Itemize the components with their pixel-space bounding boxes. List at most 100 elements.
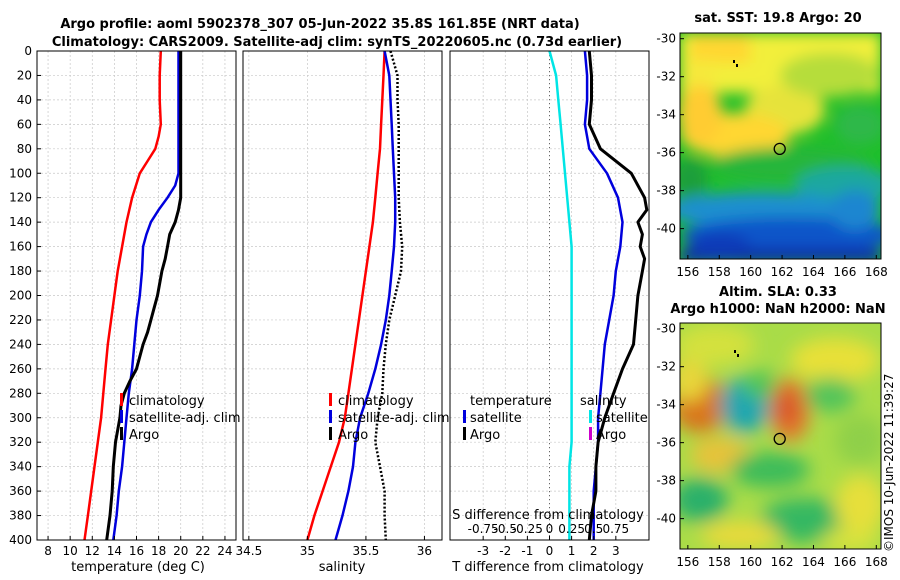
s-diff-tick-label: 0.5 bbox=[584, 522, 603, 536]
map-x-tick-label: 156 bbox=[676, 555, 699, 569]
x-tick-label: 34.5 bbox=[235, 544, 262, 558]
y-tick-label: 120 bbox=[9, 191, 32, 205]
y-tick-label: 20 bbox=[17, 68, 32, 82]
legend-swatch-s-argo bbox=[589, 427, 592, 440]
difference-legend-temperature: temperature satellite Argo bbox=[463, 394, 552, 443]
legend-swatch-argo bbox=[329, 427, 332, 440]
map-x-tick-label: 162 bbox=[771, 555, 794, 569]
legend-label-argo: Argo bbox=[338, 428, 368, 443]
sla-map: 156 158 160 162 164 166 168 -30 -32 -34 -36 -38 -40 bbox=[656, 322, 887, 569]
x-tick-label: 36 bbox=[417, 544, 432, 558]
y-tick-label: 140 bbox=[9, 215, 32, 229]
legend-label-satellite-adj: satellite-adj. clim bbox=[129, 411, 241, 426]
sla-map-title-line1: Altim. SLA: 0.33 bbox=[719, 285, 837, 300]
x-tick-label: -3 bbox=[477, 544, 489, 558]
legend-swatch-s-satellite bbox=[589, 410, 592, 423]
map-y-tick-label: -36 bbox=[656, 146, 676, 160]
map-y-tick-label: -32 bbox=[656, 360, 676, 374]
legend-label-s-satellite: satellite bbox=[596, 411, 648, 426]
map-y-tick-label: -40 bbox=[656, 512, 676, 526]
legend-label-argo: Argo bbox=[129, 428, 159, 443]
y-tick-label: 160 bbox=[9, 240, 32, 254]
figure-title-line2: Climatology: CARS2009. Satellite-adj cli… bbox=[52, 35, 622, 50]
legend-swatch-climatology bbox=[329, 393, 332, 406]
map-x-tick-label: 160 bbox=[739, 555, 762, 569]
map-x-tick-label: 168 bbox=[865, 555, 888, 569]
salinity-panel: 34.5 35 35.5 36 salinity climatology satell… bbox=[235, 50, 450, 575]
difference-lines bbox=[548, 50, 649, 541]
legend-swatch-climatology bbox=[120, 393, 123, 406]
x-tick-label: 2 bbox=[590, 544, 598, 558]
map-x-tick-label: 158 bbox=[708, 555, 731, 569]
x-tick-label: 12 bbox=[85, 544, 100, 558]
map-x-tick-label: 164 bbox=[802, 555, 825, 569]
imos-watermark: ©IMOS 10-Jun-2022 11:39:27 bbox=[882, 374, 896, 552]
sla-map-frame bbox=[679, 322, 882, 550]
y-tick-label: 360 bbox=[9, 484, 32, 498]
y-tick-label: 240 bbox=[9, 337, 32, 351]
y-tick-label: 320 bbox=[9, 435, 32, 449]
legend-header-temperature: temperature bbox=[470, 394, 552, 409]
sla-map-ticks: 156 158 160 162 164 166 168 -30 -32 -34 -36 -38 -40 bbox=[656, 322, 887, 569]
map-x-tick-label: 164 bbox=[802, 265, 825, 279]
salinity-ticks: 34.5 35 35.5 36 bbox=[235, 536, 432, 558]
y-tick-label: 340 bbox=[9, 460, 32, 474]
legend-swatch-t-satellite bbox=[463, 410, 466, 423]
salinity-xlabel: salinity bbox=[319, 560, 366, 575]
map-y-tick-label: -30 bbox=[656, 32, 676, 46]
x-tick-label: 16 bbox=[129, 544, 144, 558]
difference-xlabel: T difference from climatology bbox=[451, 560, 644, 575]
map-x-tick-label: 162 bbox=[771, 265, 794, 279]
legend-label-t-satellite: satellite bbox=[470, 411, 522, 426]
map-y-tick-label: -38 bbox=[656, 184, 676, 198]
difference-panel: -3 -2 -1 0 1 2 3 S difference from climatology… bbox=[449, 50, 650, 575]
s-diff-tick-label: -0.75 bbox=[468, 522, 499, 536]
sst-map-title: sat. SST: 19.8 Argo: 20 bbox=[694, 11, 861, 26]
legend-header-salinity: salinity bbox=[580, 394, 627, 409]
legend-swatch-satellite-adj bbox=[120, 410, 123, 423]
x-tick-label: 24 bbox=[217, 544, 232, 558]
map-y-tick-label: -34 bbox=[656, 398, 676, 412]
x-tick-label: 20 bbox=[173, 544, 188, 558]
series-line-satellite-adj-clim bbox=[112, 51, 180, 541]
series-line-climatology bbox=[83, 50, 163, 541]
y-tick-label: 400 bbox=[9, 533, 32, 547]
map-x-tick-label: 166 bbox=[833, 265, 856, 279]
x-tick-label: -2 bbox=[499, 544, 511, 558]
s-diff-tick-label: 0.25 bbox=[558, 522, 585, 536]
y-tick-label: 300 bbox=[9, 411, 32, 425]
sst-map-frame bbox=[679, 32, 882, 260]
legend-label-satellite-adj: satellite-adj. clim bbox=[338, 411, 450, 426]
y-tick-label: 260 bbox=[9, 362, 32, 376]
sst-map: 156 158 160 162 164 166 168 -30 -32 -34 -36 -38 -40 bbox=[656, 32, 887, 279]
map-y-tick-label: -38 bbox=[656, 474, 676, 488]
series-line-satellite-adj-clim bbox=[334, 50, 397, 541]
salinity-legend: climatology satellite-adj. clim Argo bbox=[329, 393, 450, 443]
x-tick-label: 14 bbox=[107, 544, 122, 558]
legend-label-climatology: climatology bbox=[129, 394, 205, 409]
sst-map-field bbox=[680, 33, 881, 259]
salinity-difference-ticks: -0.75-0.5-0.25 0 0.25 0.5 0.75 bbox=[468, 522, 630, 536]
argo-position-marker bbox=[773, 432, 786, 445]
legend-swatch-argo bbox=[120, 427, 123, 440]
x-tick-label: 22 bbox=[195, 544, 210, 558]
figure-title-line1: Argo profile: aoml 5902378_307 05-Jun-20… bbox=[60, 17, 579, 32]
legend-label-climatology: climatology bbox=[338, 394, 414, 409]
series-line-argo bbox=[105, 51, 183, 541]
map-y-tick-label: -34 bbox=[656, 108, 676, 122]
series-line-s-satellite bbox=[548, 50, 573, 540]
map-y-tick-label: -32 bbox=[656, 70, 676, 84]
map-y-tick-label: -30 bbox=[656, 322, 676, 336]
temperature-panel: 8 10 12 14 16 18 20 22 24 0 20 40 60 80 100 120 140 160 1… bbox=[9, 44, 241, 575]
sst-map-ticks: 156 158 160 162 164 166 168 -30 -32 -34 -36 -38 -40 bbox=[656, 32, 887, 279]
y-tick-label: 220 bbox=[9, 313, 32, 327]
map-x-tick-label: 160 bbox=[739, 265, 762, 279]
y-tick-label: 200 bbox=[9, 289, 32, 303]
argo-position-marker bbox=[773, 142, 786, 155]
legend-label-t-argo: Argo bbox=[470, 428, 500, 443]
temperature-grid bbox=[37, 51, 236, 540]
legend-label-s-argo: Argo bbox=[596, 428, 626, 443]
x-tick-label: 0 bbox=[546, 544, 554, 558]
map-y-tick-label: -36 bbox=[656, 436, 676, 450]
